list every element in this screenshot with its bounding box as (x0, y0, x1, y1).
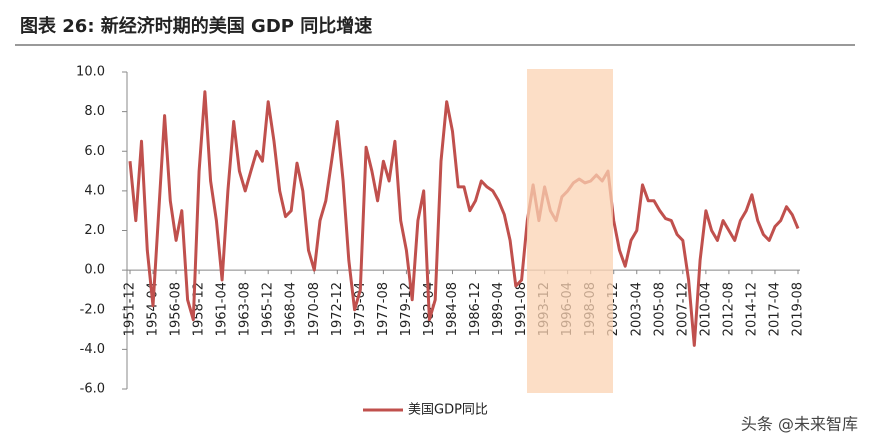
x-tick-label: 1956-08 (169, 282, 184, 336)
x-tick-label: 2010-04 (698, 282, 713, 336)
x-tick-label: 1970-08 (307, 282, 322, 336)
x-tick-label: 2019-08 (791, 282, 806, 336)
x-tick-label: 1991-08 (514, 282, 529, 336)
x-tick-label: 1975-04 (353, 282, 368, 336)
x-tick-label: 1968-04 (284, 282, 299, 336)
series-line (128, 90, 800, 347)
x-tick-label: 1979-12 (399, 282, 414, 336)
x-tick-label: 1977-08 (376, 282, 391, 336)
chart-title: 图表 26: 新经济时期的美国 GDP 同比增速 (20, 15, 372, 37)
y-tick-label: -2.0 (80, 302, 105, 317)
x-tick-label: 1963-08 (238, 282, 253, 336)
x-tick-label: 1961-04 (215, 282, 230, 336)
y-tick-label: 0.0 (84, 263, 105, 278)
x-tick-label: 1965-12 (261, 282, 276, 336)
x-tick-label: 1951-12 (123, 282, 138, 336)
plot: -6.0 -4.0 -2.0 0.0 2.0 4.0 6.0 8.0 10.0 1951-12 19… (76, 65, 805, 397)
x-tick-label: 2005-08 (652, 282, 667, 336)
y-tick-label: 4.0 (84, 183, 105, 198)
y-tick-label: -4.0 (80, 342, 105, 357)
x-tick-label: 1972-12 (330, 282, 345, 336)
legend: 美国GDP同比 (363, 403, 488, 418)
y-tick-label: 6.0 (84, 144, 105, 159)
y-tick-label: 2.0 (84, 223, 105, 238)
x-tick-label: 2017-04 (767, 282, 782, 336)
watermark: 头条 @未来智库 (741, 415, 858, 434)
x-tick-label: 1984-08 (445, 282, 460, 336)
highlight-band (527, 69, 613, 393)
x-tick-label: 1989-04 (491, 282, 506, 336)
y-tick-label: 8.0 (84, 104, 105, 119)
legend-label: 美国GDP同比 (408, 403, 488, 418)
x-tick-label: 1986-12 (468, 282, 483, 336)
y-tick-label: -6.0 (80, 382, 105, 397)
x-tick-label: 2014-12 (744, 282, 759, 336)
x-tick-label: 2003-04 (629, 282, 644, 336)
x-tick-label: 2012-08 (721, 282, 736, 336)
x-tick-label: 1954-04 (146, 282, 161, 336)
y-tick-label: 10.0 (76, 65, 105, 80)
x-tick-label: 2007-12 (675, 282, 690, 336)
